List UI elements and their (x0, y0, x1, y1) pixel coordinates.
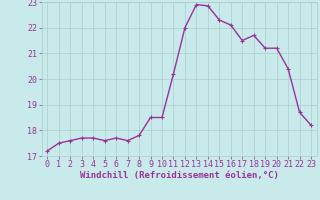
X-axis label: Windchill (Refroidissement éolien,°C): Windchill (Refroidissement éolien,°C) (80, 171, 279, 180)
